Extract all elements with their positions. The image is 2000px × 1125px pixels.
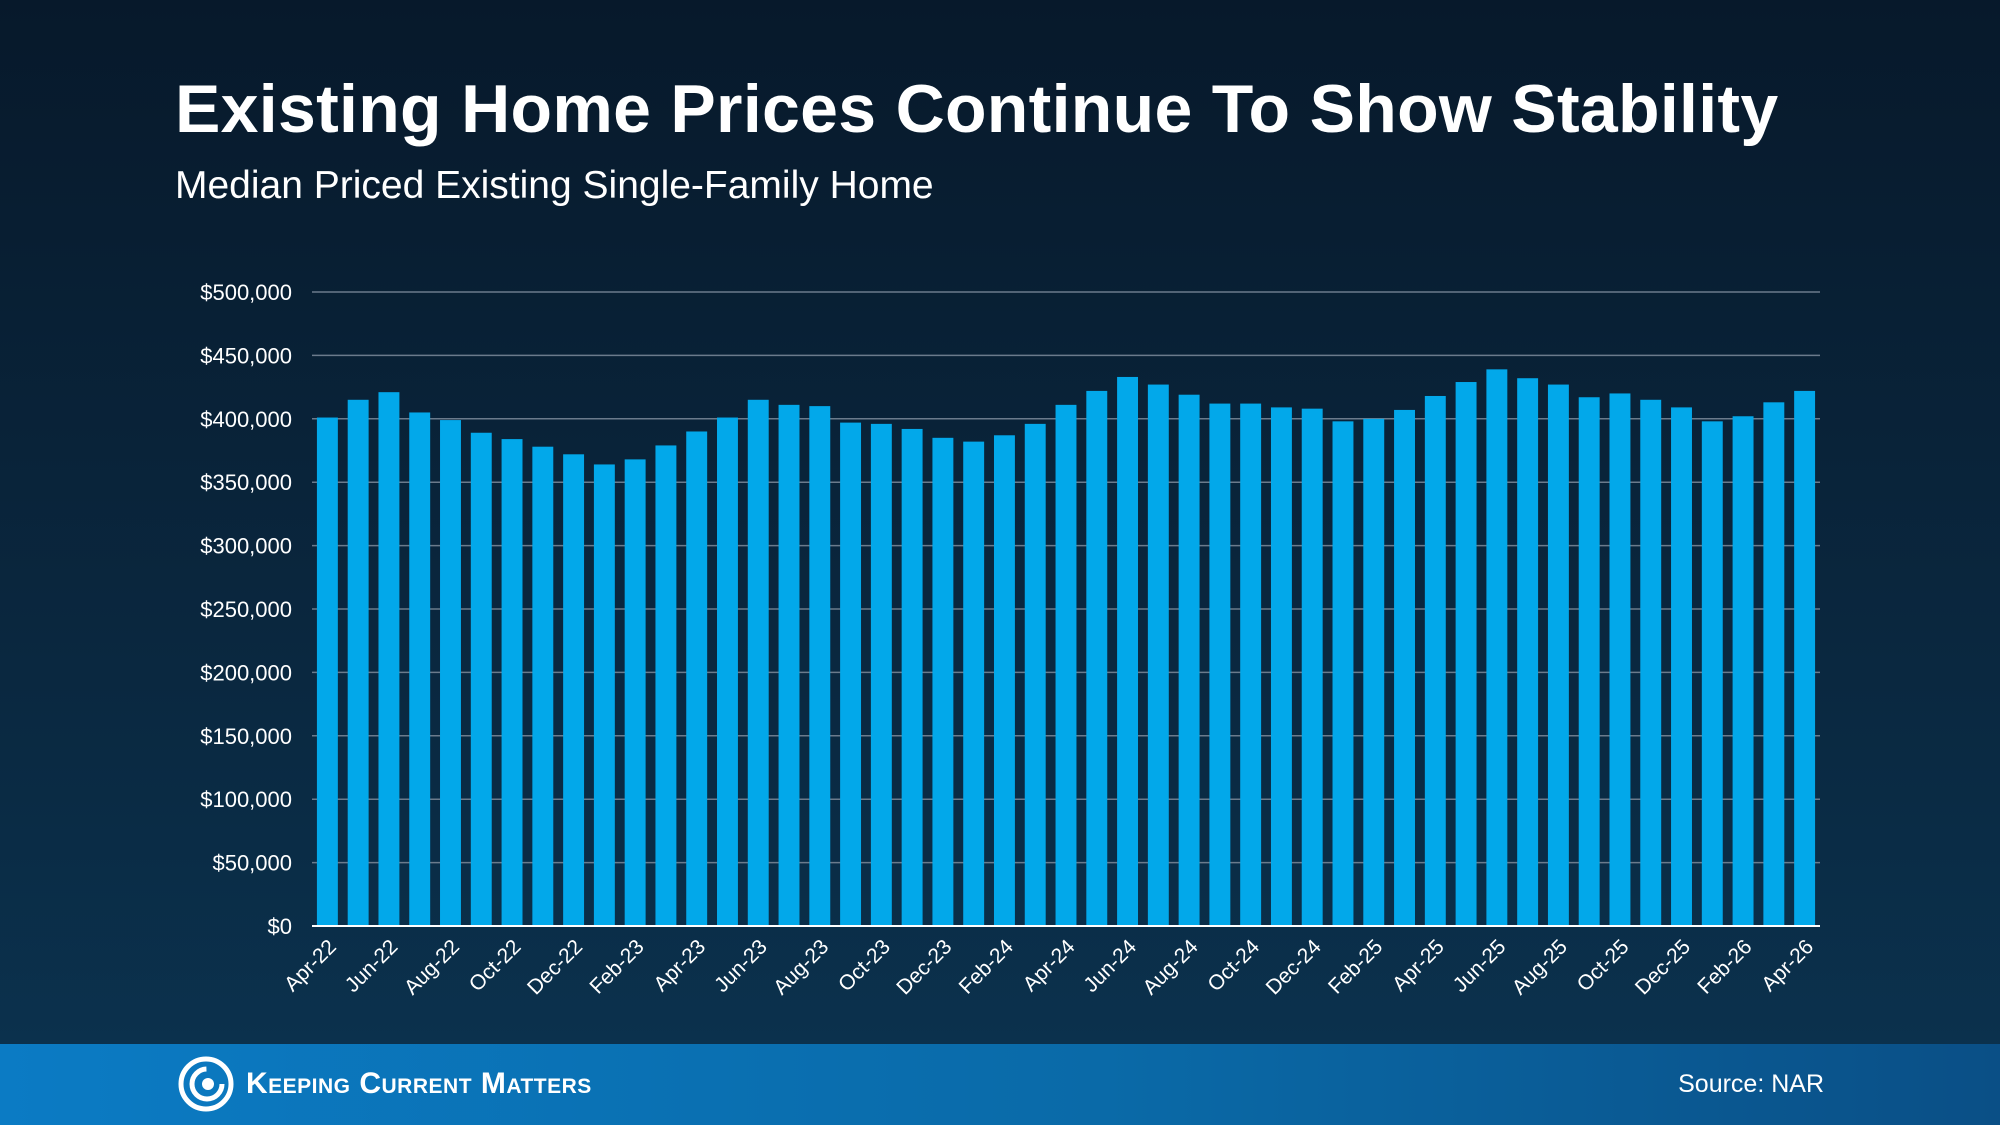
y-tick-label: $500,000 — [200, 280, 292, 305]
y-tick-label: $450,000 — [200, 343, 292, 368]
bar — [686, 431, 708, 926]
x-tick-label: Dec-22 — [523, 935, 587, 999]
bar — [1270, 407, 1292, 926]
bar — [1701, 421, 1723, 926]
x-tick-label: Oct-22 — [465, 935, 526, 996]
bar — [316, 417, 338, 926]
bar — [870, 423, 892, 926]
x-tick-label: Apr-24 — [1019, 935, 1080, 996]
bar — [501, 439, 523, 926]
bar — [1024, 423, 1046, 926]
bar — [1301, 408, 1323, 926]
bar — [1517, 378, 1539, 926]
bar — [1640, 399, 1662, 926]
bar — [1147, 384, 1169, 927]
bar — [440, 420, 461, 926]
bar — [1794, 390, 1816, 926]
bar — [901, 428, 923, 926]
logo-text: Keeping Current Matters — [246, 1067, 592, 1100]
bar — [409, 412, 431, 927]
x-tick-label: Jun-23 — [710, 935, 772, 997]
bar — [778, 404, 800, 926]
bar — [470, 432, 492, 926]
y-tick-label: $150,000 — [200, 724, 292, 749]
y-tick-label: $350,000 — [200, 470, 292, 495]
bar — [963, 441, 985, 926]
bar — [532, 446, 554, 926]
x-tick-label: Apr-22 — [280, 935, 341, 996]
bar — [1763, 402, 1785, 926]
kcm-swirl-icon — [178, 1056, 234, 1112]
bar — [1332, 421, 1354, 926]
bar — [993, 435, 1015, 926]
bar — [1178, 394, 1200, 926]
y-axis-tick-labels: $0 $50,000 $100,000 $150,000 $200,000 $250,00… — [200, 280, 292, 939]
bar — [1055, 404, 1077, 926]
bar — [1240, 403, 1262, 927]
bar — [1086, 390, 1108, 926]
x-tick-label: Feb-23 — [585, 935, 648, 998]
x-tick-label: Jun-24 — [1079, 935, 1141, 997]
bar — [1209, 403, 1231, 927]
bar — [347, 399, 369, 926]
bar — [378, 392, 400, 926]
logo[interactable]: Keeping Current Matters — [178, 1056, 592, 1112]
bar — [1578, 397, 1600, 926]
x-tick-label: Aug-22 — [400, 935, 464, 999]
y-tick-label: $0 — [268, 914, 292, 939]
bar — [1424, 395, 1446, 926]
bar — [563, 454, 585, 926]
bar — [593, 464, 615, 926]
x-tick-label: Jun-22 — [341, 935, 403, 997]
bar — [840, 422, 862, 926]
x-tick-label: Jun-25 — [1449, 935, 1511, 997]
bar — [1486, 369, 1508, 926]
bar — [1671, 407, 1692, 926]
y-tick-label: $400,000 — [200, 407, 292, 432]
y-tick-label: $100,000 — [200, 787, 292, 812]
source-label: Source: NAR — [1678, 1070, 1824, 1098]
bar — [1363, 418, 1385, 926]
x-tick-label: Aug-24 — [1138, 935, 1202, 999]
bar — [747, 399, 769, 926]
bar — [1394, 409, 1415, 926]
x-tick-label: Apr-25 — [1388, 935, 1449, 996]
x-tick-label: Apr-23 — [649, 935, 710, 996]
y-tick-label: $200,000 — [200, 660, 292, 685]
x-tick-label: Dec-25 — [1631, 935, 1695, 999]
bar — [1117, 376, 1139, 926]
bar-chart: $0 $50,000 $100,000 $150,000 $200,000 $250,00… — [200, 280, 1820, 999]
x-tick-label: Feb-25 — [1324, 935, 1387, 998]
x-tick-label: Oct-24 — [1203, 935, 1264, 996]
bar — [932, 437, 954, 926]
chart-title: Existing Home Prices Continue To Show St… — [175, 71, 1779, 147]
bar — [1732, 416, 1754, 926]
x-tick-label: Dec-23 — [892, 935, 956, 999]
x-tick-label: Feb-26 — [1693, 935, 1756, 998]
x-tick-label: Dec-24 — [1262, 935, 1326, 999]
x-tick-label: Feb-24 — [955, 935, 1019, 999]
y-tick-label: $50,000 — [212, 851, 292, 876]
bars — [316, 369, 1816, 927]
bar — [809, 406, 831, 926]
chart-subtitle: Median Priced Existing Single-Family Hom… — [175, 164, 934, 207]
bar — [1609, 393, 1631, 926]
bar — [717, 417, 738, 926]
y-tick-label: $250,000 — [200, 597, 292, 622]
x-tick-label: Oct-25 — [1573, 935, 1634, 996]
footer-bar: Keeping Current Matters Source: NAR — [0, 1044, 2000, 1125]
bar — [655, 445, 677, 926]
x-tick-label: Aug-23 — [769, 935, 833, 999]
x-tick-label: Aug-25 — [1508, 935, 1572, 999]
x-tick-label: Oct-23 — [834, 935, 895, 996]
bar — [1455, 382, 1477, 926]
bar — [1547, 384, 1569, 927]
x-tick-label: Apr-26 — [1757, 935, 1818, 996]
y-tick-label: $300,000 — [200, 534, 292, 559]
bar — [624, 459, 646, 926]
